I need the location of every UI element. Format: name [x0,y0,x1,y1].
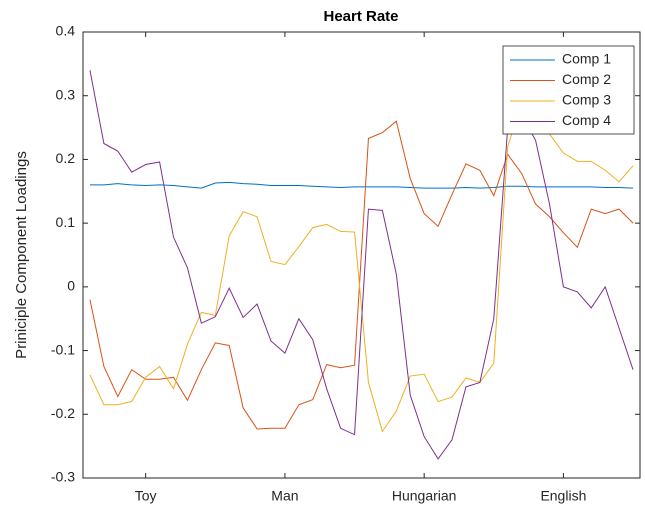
y-tick-label: -0.2 [51,405,75,421]
axes-box [82,31,641,479]
legend-label: Comp 4 [562,112,611,128]
x-tick-label: English [540,488,586,504]
legend-box [502,45,635,135]
legend-label: Comp 3 [562,92,611,108]
series-line [89,120,634,430]
y-tick-label: 0.1 [56,214,76,230]
x-tick-label: Toy [135,488,157,504]
y-tick-label: 0.3 [56,86,76,102]
y-tick-label: -0.3 [51,469,75,485]
y-tick-label: 0.4 [56,23,76,39]
series-line [89,181,634,189]
legend-label: Comp 1 [562,51,611,67]
y-tick-label: 0 [67,278,75,294]
x-tick-label: Man [271,488,298,504]
legend-label: Comp 2 [562,71,611,87]
y-axis-label: Priniciple Component Loadings [13,151,30,359]
chart-title: Heart Rate [323,8,398,25]
series-line [89,70,634,460]
y-tick-label: -0.1 [51,341,75,357]
y-tick-label: 0.2 [56,150,76,166]
x-tick-label: Hungarian [392,488,457,504]
